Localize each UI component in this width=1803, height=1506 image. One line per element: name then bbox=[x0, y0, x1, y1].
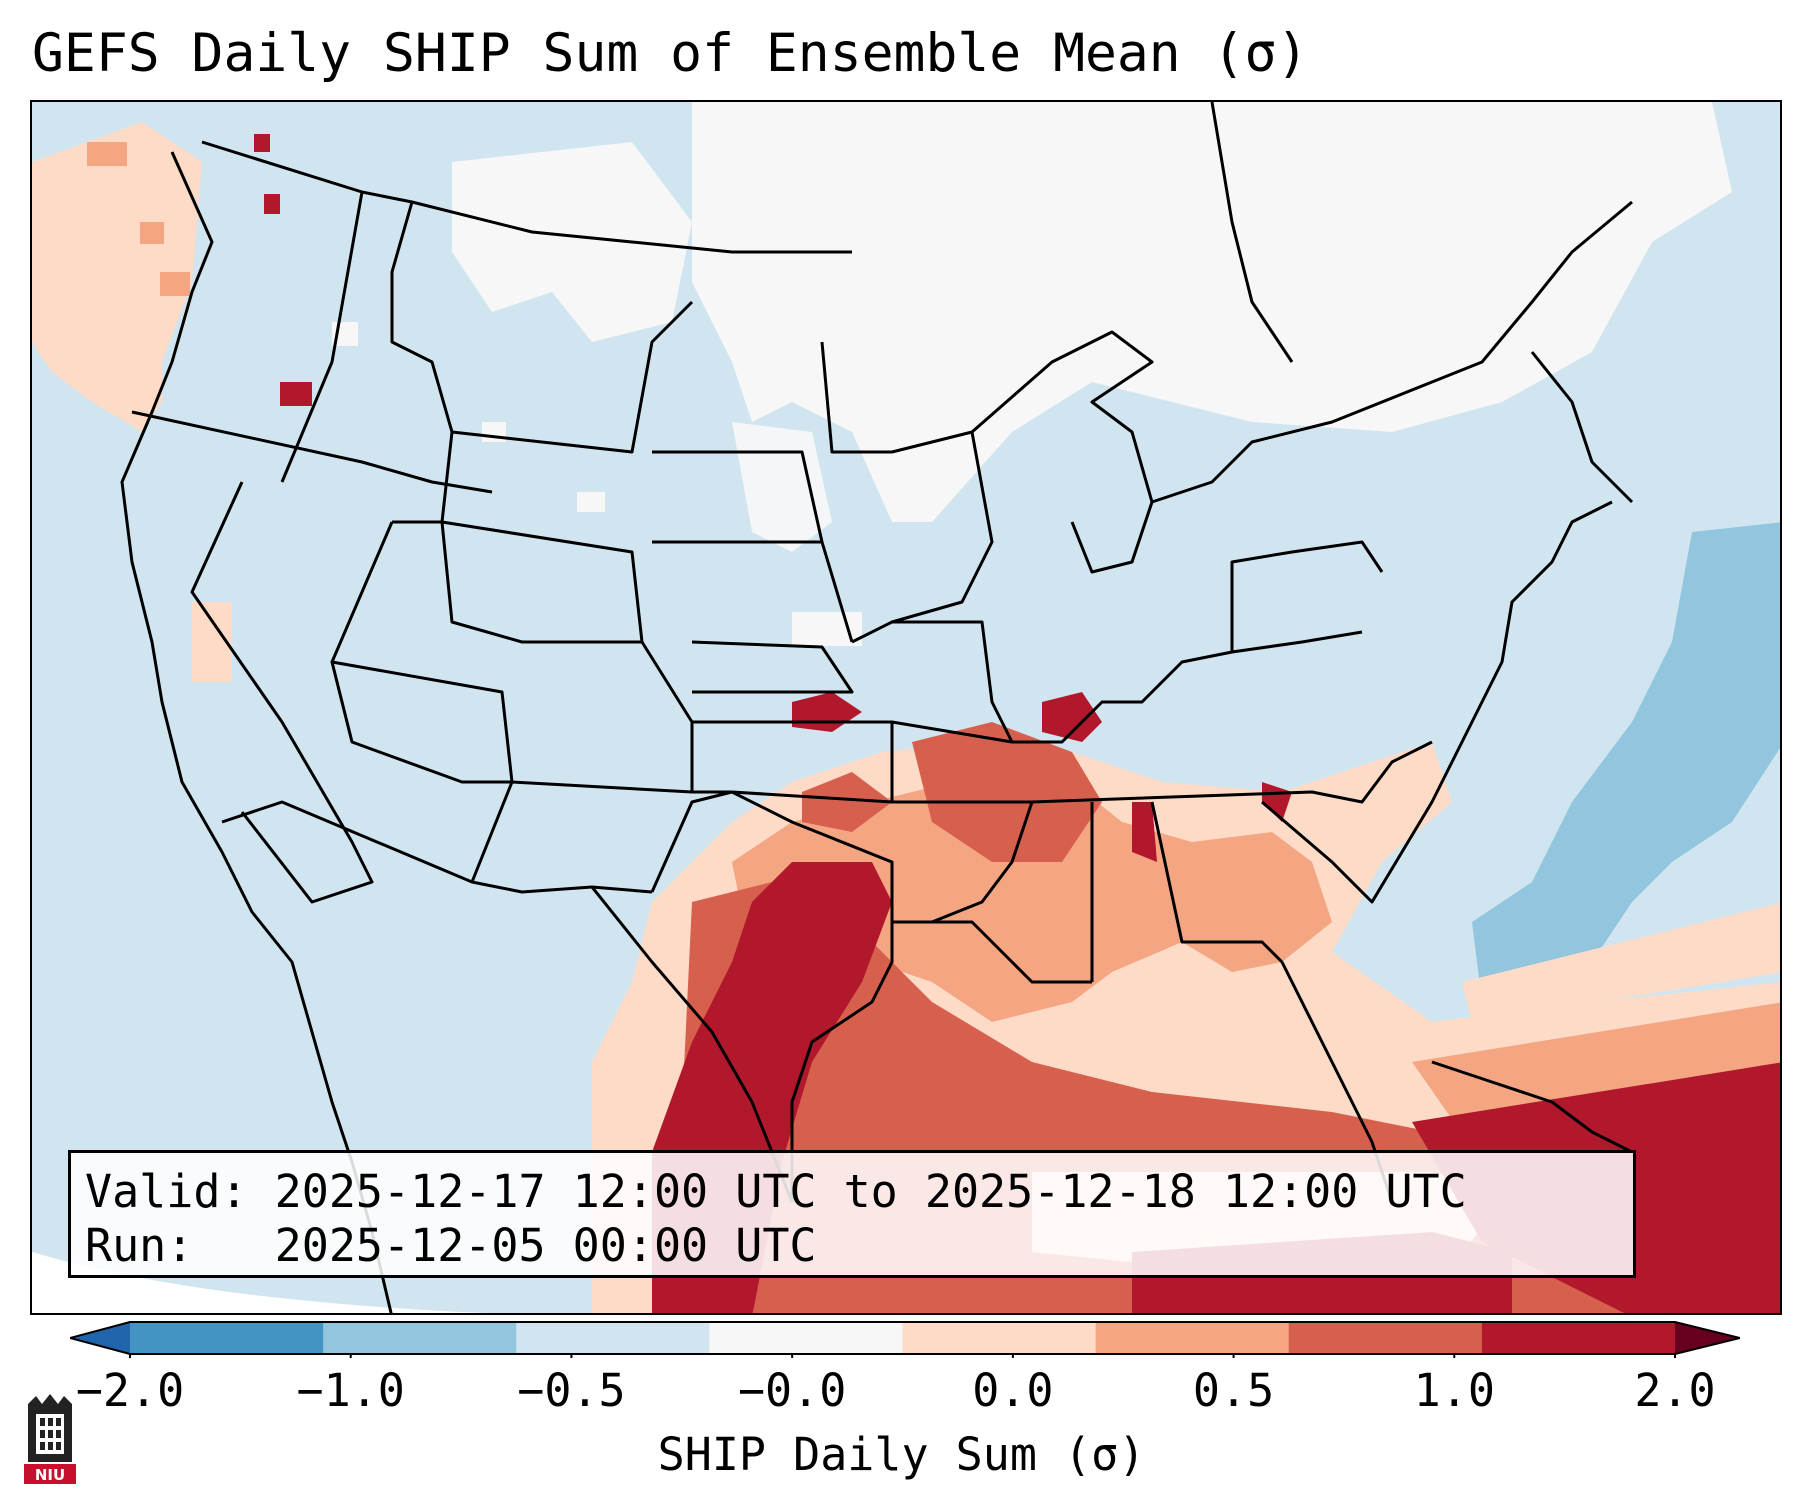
colorbar-bin bbox=[1481, 1322, 1676, 1354]
colorbar-bin bbox=[130, 1322, 324, 1354]
colorbar-bin bbox=[1095, 1322, 1290, 1354]
field-positive-light-atlantic bbox=[1462, 902, 1780, 1022]
coastline-west bbox=[120, 151, 393, 1313]
colorbar-tick-label: −0.0 bbox=[737, 1364, 847, 1417]
valid-row: Valid: 2025-12-17 12:00 UTC to 2025-12-1… bbox=[85, 1165, 1619, 1219]
map-canvas bbox=[32, 102, 1780, 1313]
colorbar-extend-low bbox=[70, 1322, 130, 1354]
field-negative-atlantic bbox=[1472, 522, 1780, 1002]
colorbar-tick-label: 1.0 bbox=[1413, 1364, 1495, 1417]
border-or-ca bbox=[131, 410, 493, 494]
colorbar-tick-label: −0.5 bbox=[517, 1364, 626, 1417]
border-rio-grande bbox=[590, 886, 794, 1203]
great-lakes-michigan bbox=[971, 330, 1154, 574]
border-id-wa bbox=[280, 191, 364, 483]
colorbar-tick-label: 0.0 bbox=[972, 1364, 1054, 1417]
colorbar-tick-label: −2.0 bbox=[75, 1364, 185, 1417]
border-montana-wyoming bbox=[451, 300, 694, 454]
colorbar-bin bbox=[323, 1322, 517, 1354]
colorbar-bin bbox=[902, 1322, 1097, 1354]
map-edge bbox=[32, 1252, 485, 1313]
valid-run-info-box: Valid: 2025-12-17 12:00 UTC to 2025-12-1… bbox=[68, 1150, 1636, 1278]
border-ms-al-ga bbox=[1090, 801, 1284, 982]
state-boundaries bbox=[120, 102, 1634, 1313]
valid-label: Valid: bbox=[85, 1165, 248, 1218]
coastline-bahamas bbox=[1431, 1060, 1633, 1154]
colorbar bbox=[70, 1321, 1740, 1358]
border-quebec bbox=[1210, 102, 1294, 363]
border-wyoming bbox=[440, 520, 644, 644]
niu-logo-text: NIU bbox=[35, 1466, 65, 1484]
colorbar-tick-label: −1.0 bbox=[296, 1364, 405, 1417]
colorbar-tick-label: 2.0 bbox=[1634, 1364, 1716, 1417]
border-nebraska bbox=[652, 540, 854, 643]
border-arizona-nm bbox=[470, 641, 694, 883]
niu-logo: NIU bbox=[24, 1394, 76, 1484]
colorbar-bin bbox=[709, 1322, 903, 1354]
border-minnesota-iowa bbox=[820, 341, 994, 644]
border-colorado bbox=[691, 640, 854, 694]
border-new-england bbox=[1530, 351, 1634, 504]
field-positive-max-missouri bbox=[1042, 692, 1102, 742]
field-positive-high-ozarks bbox=[912, 722, 1102, 862]
coastline-east bbox=[1450, 500, 1613, 763]
colorbar-bin bbox=[1288, 1322, 1483, 1354]
valid-value: 2025-12-17 12:00 UTC to 2025-12-18 12:00… bbox=[274, 1165, 1467, 1218]
colorbar-bin bbox=[516, 1322, 710, 1354]
border-great-lakes-east bbox=[1151, 200, 1633, 504]
colorbar-label: SHIP Daily Sum (σ) bbox=[657, 1428, 1146, 1481]
border-ohio-pa bbox=[1230, 540, 1384, 652]
border-mexico-west bbox=[221, 800, 653, 894]
border-missouri bbox=[891, 620, 1014, 744]
border-kentucky-ohio-river bbox=[1012, 630, 1363, 744]
map-title: GEFS Daily SHIP Sum of Ensemble Mean (σ) bbox=[32, 23, 1309, 84]
run-value: 2025-12-05 00:00 UTC bbox=[274, 1219, 817, 1272]
border-tennessee bbox=[1031, 740, 1433, 804]
colorbar-extend-high bbox=[1675, 1322, 1740, 1354]
field-positive-high-oklahoma bbox=[802, 772, 892, 832]
border-texas bbox=[650, 790, 894, 1202]
border-louisiana bbox=[892, 920, 1092, 984]
field-positive-northwest-max bbox=[254, 134, 312, 406]
run-row: Run: 2025-12-05 00:00 UTC bbox=[85, 1219, 1619, 1273]
border-nevada bbox=[190, 481, 374, 904]
map-panel bbox=[30, 100, 1782, 1315]
colorbar-tick-label: 0.5 bbox=[1192, 1364, 1275, 1417]
field-positive-max-alabama bbox=[1132, 802, 1157, 862]
coastline-southeast bbox=[1261, 761, 1454, 904]
field-positive-northwest-mid bbox=[87, 142, 190, 296]
run-label: Run: bbox=[85, 1219, 194, 1272]
